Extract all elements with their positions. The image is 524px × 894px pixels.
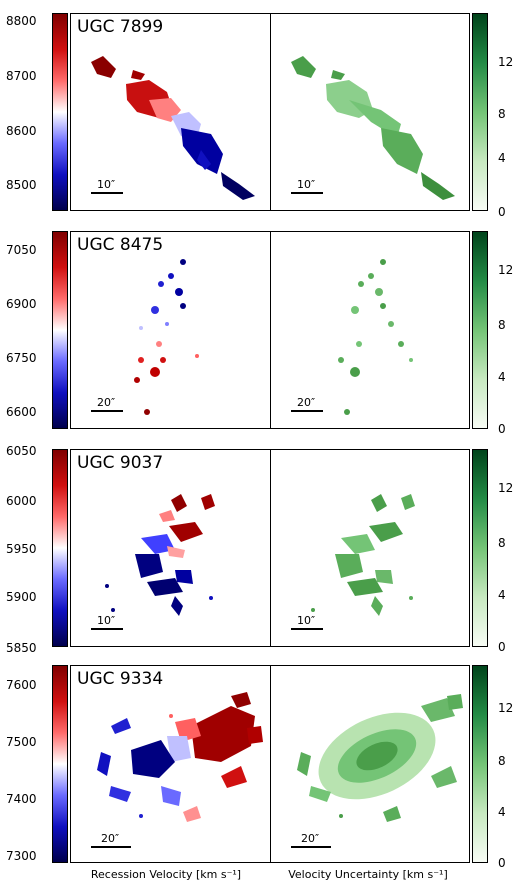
vel-tick: 6750 [6, 351, 37, 365]
vel-tick: 5950 [6, 542, 37, 556]
scale-bar [291, 192, 323, 194]
uncertainty-colorbar [472, 665, 488, 863]
unc-tick: 12 [498, 263, 514, 277]
velocity-map-image [134, 259, 199, 415]
vel-tick: 8500 [6, 178, 37, 192]
galaxy-name: UGC 7899 [77, 17, 164, 37]
uncertainty-map-panel: 10″ [270, 449, 470, 647]
vel-tick: 6900 [6, 297, 37, 311]
vel-tick: 5900 [6, 590, 37, 604]
vel-tick: 7500 [6, 735, 37, 749]
uncertainty-map-panel: 20″ [270, 231, 470, 429]
velocity-map-panel: UGC 7899 10″ [70, 13, 271, 211]
unc-tick: 0 [498, 205, 506, 219]
galaxy-name: UGC 9334 [77, 669, 164, 689]
uncertainty-map-image [297, 694, 463, 822]
galaxy-row-1: 8500 8600 8700 8800 UGC 7899 10″ 10″ [0, 13, 524, 218]
galaxy-row-4: 7300 7400 7500 7600 UGC 9334 20″ [0, 665, 524, 869]
unc-tick: 4 [498, 805, 506, 819]
unc-tick: 0 [498, 856, 506, 870]
unc-tick: 4 [498, 370, 506, 384]
galaxy-row-3: 5850 5900 5950 6000 6050 UGC 9037 10″ [0, 445, 524, 654]
uncertainty-map-image [338, 259, 413, 415]
velocity-map-image [91, 56, 255, 200]
uncertainty-map-image [311, 494, 415, 616]
vel-tick: 8600 [6, 124, 37, 138]
scale-bar [91, 410, 123, 412]
scale-bar-label: 10″ [297, 614, 316, 627]
unc-tick: 8 [498, 754, 506, 768]
velocity-axis-label: Recession Velocity [km s⁻¹] [90, 868, 242, 881]
velocity-colorbar [52, 665, 68, 863]
unc-tick: 12 [498, 55, 514, 69]
velocity-map-panel: UGC 8475 20″ [70, 231, 271, 429]
vel-tick: 6050 [6, 444, 37, 458]
vel-tick: 7600 [6, 678, 37, 692]
velocity-map-panel: UGC 9334 20″ [70, 665, 271, 863]
uncertainty-colorbar [472, 449, 488, 647]
velocity-colorbar [52, 449, 68, 647]
velocity-map-image [105, 494, 215, 616]
uncertainty-colorbar [472, 231, 488, 429]
scale-bar-label: 20″ [297, 396, 316, 409]
unc-tick: 8 [498, 318, 506, 332]
uncertainty-colorbar [472, 13, 488, 211]
unc-tick: 0 [498, 422, 506, 436]
unc-tick: 12 [498, 701, 514, 715]
vel-tick: 8700 [6, 69, 37, 83]
velocity-colorbar [52, 13, 68, 211]
unc-tick: 4 [498, 151, 506, 165]
unc-tick: 0 [498, 640, 506, 654]
scale-bar-label: 20″ [301, 832, 320, 845]
scale-bar-label: 20″ [97, 396, 116, 409]
velocity-map-panel: UGC 9037 10″ [70, 449, 271, 647]
unc-tick: 8 [498, 536, 506, 550]
scale-bar [291, 410, 323, 412]
uncertainty-map-panel: 20″ [270, 665, 470, 863]
unc-tick: 12 [498, 481, 514, 495]
vel-tick: 8800 [6, 14, 37, 28]
uncertainty-map-panel: 10″ [270, 13, 470, 211]
uncertainty-map-image [291, 56, 455, 200]
vel-tick: 7050 [6, 243, 37, 257]
vel-tick: 7300 [6, 849, 37, 863]
scale-bar [291, 628, 323, 630]
galaxy-name: UGC 9037 [77, 453, 164, 473]
scale-bar [291, 846, 331, 848]
vel-tick: 6000 [6, 494, 37, 508]
unc-tick: 4 [498, 588, 506, 602]
vel-tick: 7400 [6, 792, 37, 806]
galaxy-row-2: 6600 6750 6900 7050 UGC 8475 20″ [0, 231, 524, 435]
scale-bar-label: 10″ [97, 614, 116, 627]
scale-bar-label: 10″ [297, 178, 316, 191]
scale-bar [91, 846, 131, 848]
galaxy-name: UGC 8475 [77, 235, 164, 255]
velocity-map-image [97, 692, 263, 822]
vel-tick: 6600 [6, 405, 37, 419]
scale-bar [91, 628, 123, 630]
scale-bar-label: 10″ [97, 178, 116, 191]
unc-tick: 8 [498, 107, 506, 121]
scale-bar [91, 192, 123, 194]
uncertainty-axis-label: Velocity Uncertainty [km s⁻¹] [288, 868, 448, 881]
scale-bar-label: 20″ [101, 832, 120, 845]
velocity-colorbar [52, 231, 68, 429]
vel-tick: 5850 [6, 641, 37, 655]
